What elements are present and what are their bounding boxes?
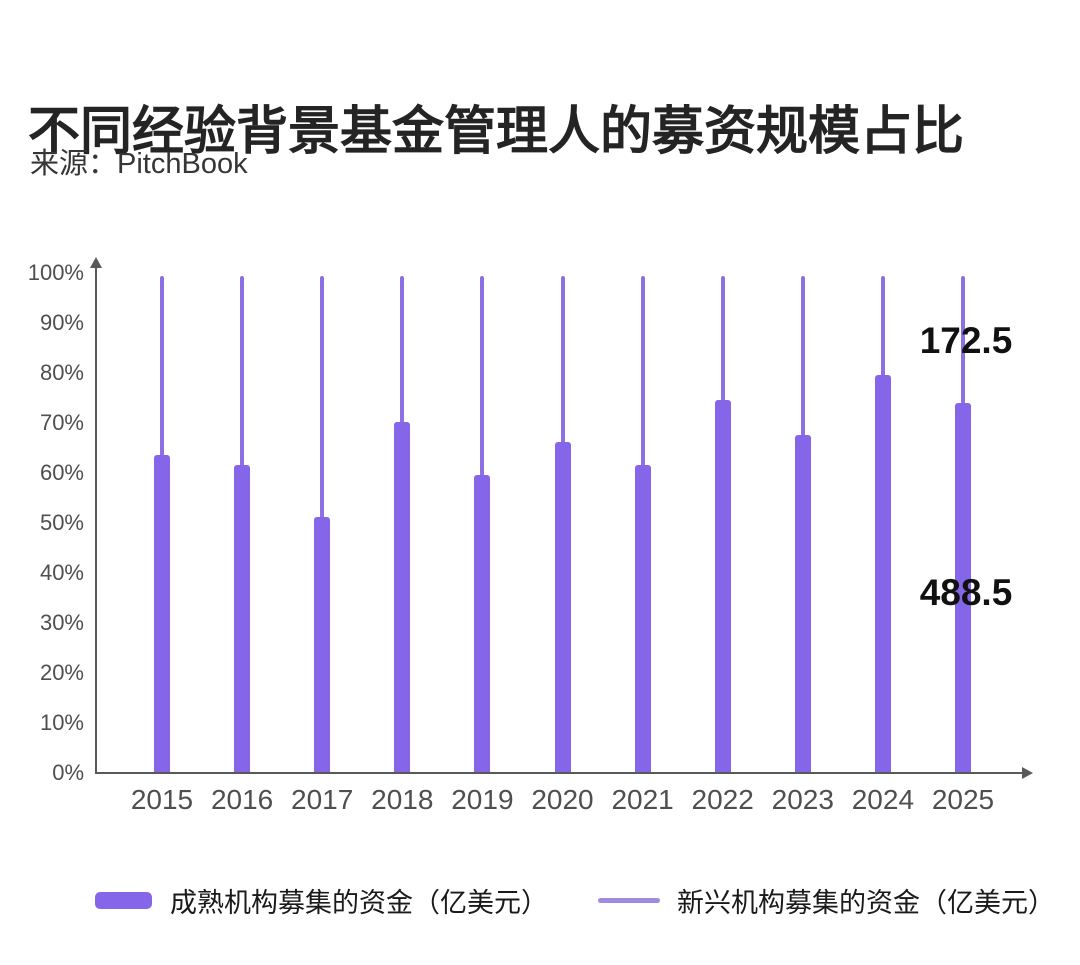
y-tick-label: 100% [27, 260, 84, 285]
source-label: 来源：PitchBook [30, 148, 248, 180]
bar-established-2020 [554, 442, 571, 772]
line-emerging-2019 [480, 276, 485, 478]
bar-established-2019 [474, 474, 491, 772]
y-tick-label: 20% [39, 660, 84, 685]
annotation-established-2025: 488.5 [919, 572, 1013, 613]
line-emerging-2017 [320, 276, 325, 520]
line-emerging-2021 [640, 276, 645, 468]
page-title: 不同经验背景基金管理人的募资规模占比 [28, 102, 965, 161]
legend-item-established: 成熟机构募集的资金（亿美元） [95, 883, 548, 918]
x-axis-arrow-icon [1022, 767, 1033, 779]
bar-established-2022 [714, 399, 731, 772]
line-emerging-2016 [240, 276, 245, 468]
legend-item-emerging: 新兴机构募集的资金（亿美元） [598, 883, 1055, 918]
established-bar-swatch-icon [95, 891, 152, 909]
line-emerging-2020 [560, 276, 565, 445]
y-tick-label: 30% [39, 610, 84, 635]
x-axis-label-2019: 2019 [451, 784, 514, 815]
line-emerging-2018 [400, 276, 405, 425]
x-axis-line [95, 772, 1022, 774]
legend-label-established: 成熟机构募集的资金（亿美元） [170, 887, 548, 918]
x-axis-label-2025: 2025 [931, 784, 995, 815]
line-emerging-2015 [160, 276, 164, 458]
annotation-emerging-2025: 172.5 [919, 320, 1013, 361]
x-axis-label-2024: 2024 [851, 784, 915, 815]
line-emerging-2023 [800, 276, 805, 438]
y-axis-line [95, 268, 97, 774]
x-axis-label-2017: 2017 [291, 784, 354, 815]
y-tick-label: 50% [39, 510, 84, 535]
bar-established-2024 [874, 374, 891, 772]
y-axis-arrow-icon [90, 257, 102, 268]
bar-established-2025 [955, 402, 971, 772]
bar-established-2018 [394, 422, 411, 772]
y-tick-label: 10% [39, 710, 84, 735]
x-axis-label-2018: 2018 [371, 784, 434, 815]
bar-established-2017 [314, 517, 331, 772]
x-axis-label-2022: 2022 [691, 784, 754, 815]
x-axis-label-2015: 2015 [130, 784, 194, 815]
line-emerging-2024 [880, 276, 885, 378]
emerging-line-swatch-icon [598, 897, 660, 903]
y-tick-label: 40% [39, 560, 84, 585]
bar-established-2015 [154, 454, 170, 772]
bar-established-2021 [634, 464, 651, 772]
bar-established-2016 [234, 464, 251, 772]
y-tick-label: 90% [39, 310, 84, 335]
y-tick-label: 0% [52, 760, 84, 785]
x-axis-label-2016: 2016 [210, 784, 274, 815]
bar-established-2023 [794, 434, 811, 772]
x-axis-label-2020: 2020 [531, 784, 594, 815]
y-tick-label: 60% [39, 460, 84, 485]
legend-label-emerging: 新兴机构募集的资金（亿美元） [677, 887, 1055, 918]
y-tick-label: 70% [39, 410, 84, 435]
line-emerging-2022 [720, 276, 725, 403]
line-emerging-2025 [961, 276, 965, 406]
x-axis-label-2021: 2021 [611, 784, 674, 815]
y-tick-label: 80% [39, 360, 84, 385]
x-axis-label-2023: 2023 [771, 784, 834, 815]
